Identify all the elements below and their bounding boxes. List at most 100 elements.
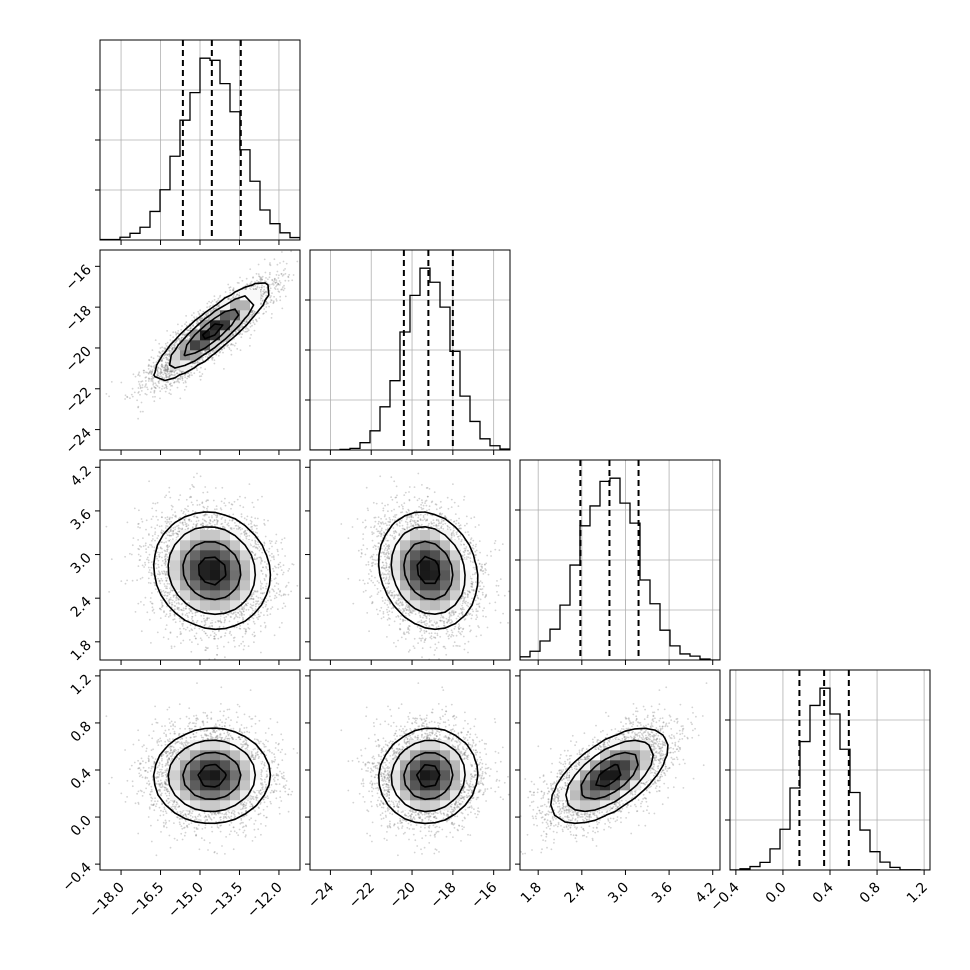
sample-point — [173, 374, 176, 377]
sample-point — [272, 302, 275, 305]
sample-point — [157, 374, 159, 377]
sample-point — [191, 641, 193, 643]
sample-point — [182, 333, 185, 335]
sample-point — [216, 520, 219, 522]
histogram-step-line — [100, 57, 300, 240]
sample-point — [160, 577, 163, 580]
sample-point — [182, 607, 185, 609]
sample-point — [204, 355, 207, 358]
sample-point — [173, 347, 176, 349]
sample-point — [270, 317, 273, 319]
sample-point — [132, 373, 135, 376]
sample-point — [126, 395, 128, 398]
sample-point — [260, 303, 262, 306]
sample-point — [256, 547, 259, 550]
sample-point — [143, 369, 146, 372]
sample-point — [186, 338, 189, 341]
sample-point — [223, 347, 226, 350]
sample-point — [188, 608, 191, 610]
sample-point — [251, 501, 254, 504]
sample-point — [155, 515, 158, 518]
sample-point — [171, 348, 174, 351]
density-cell — [190, 340, 201, 351]
sample-point — [184, 521, 187, 524]
sample-point — [238, 282, 240, 284]
sample-point — [164, 369, 167, 372]
sample-point — [201, 359, 204, 361]
sample-point — [141, 386, 144, 389]
sample-point — [151, 539, 153, 542]
sample-point — [268, 276, 271, 279]
sample-point — [151, 602, 154, 605]
sample-point — [168, 376, 171, 379]
sample-point — [217, 297, 220, 300]
sample-point — [148, 378, 150, 380]
sample-point — [215, 518, 218, 521]
sample-point — [140, 380, 143, 383]
sample-point — [236, 293, 239, 296]
sample-point — [252, 319, 255, 322]
sample-point — [254, 318, 257, 321]
sample-point — [243, 517, 246, 520]
sample-point — [196, 360, 199, 363]
density-cell — [230, 300, 241, 311]
sample-point — [268, 283, 271, 286]
sample-point — [161, 359, 164, 362]
sample-point — [238, 295, 240, 298]
sample-point — [159, 582, 162, 585]
sample-point — [161, 346, 164, 349]
sample-point — [159, 546, 162, 549]
sample-point — [160, 371, 163, 374]
sample-point — [175, 332, 178, 335]
sample-point — [265, 300, 268, 303]
sample-point — [153, 389, 156, 392]
sample-point — [145, 376, 148, 378]
density-cell — [230, 310, 241, 321]
sample-point — [234, 295, 237, 298]
sample-point — [208, 306, 211, 308]
sample-point — [224, 291, 227, 293]
sample-point — [270, 299, 273, 302]
sample-point — [226, 345, 229, 348]
sample-point — [161, 603, 164, 605]
sample-point — [176, 386, 179, 389]
sample-point — [187, 601, 190, 604]
sample-point — [160, 372, 162, 374]
sample-point — [249, 282, 252, 285]
sample-point — [137, 380, 140, 383]
sample-point — [204, 623, 207, 626]
sample-point — [181, 370, 184, 373]
sample-point — [146, 611, 149, 614]
sample-point — [260, 286, 263, 289]
sample-point — [261, 275, 264, 278]
sample-point — [228, 348, 231, 350]
sample-point — [223, 368, 225, 370]
sample-point — [224, 504, 227, 507]
sample-point — [215, 301, 218, 304]
sample-point — [246, 283, 249, 286]
sample-point — [253, 631, 256, 634]
sample-point — [183, 333, 186, 336]
sample-point — [235, 330, 237, 333]
sample-point — [151, 375, 154, 378]
sample-point — [263, 288, 266, 291]
sample-point — [204, 350, 207, 352]
sample-point — [251, 313, 254, 316]
sample-point — [158, 342, 161, 345]
sample-point — [208, 317, 210, 320]
sample-point — [223, 347, 226, 349]
sample-point — [249, 519, 252, 522]
sample-point — [250, 597, 253, 600]
sample-point — [195, 322, 198, 324]
sample-point — [145, 383, 148, 385]
sample-point — [206, 513, 208, 516]
sample-point — [231, 297, 234, 299]
sample-point — [160, 364, 163, 367]
sample-point — [177, 380, 180, 383]
sample-point — [208, 318, 210, 321]
sample-point — [177, 323, 179, 326]
sample-point — [180, 336, 183, 339]
sample-point — [182, 333, 184, 335]
sample-point — [260, 297, 263, 300]
sample-point — [241, 333, 244, 336]
